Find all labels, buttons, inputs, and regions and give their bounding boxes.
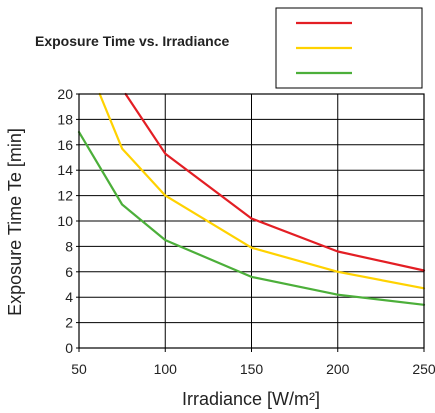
series-line-2 xyxy=(98,92,426,290)
y-tick-label: 20 xyxy=(57,86,73,102)
y-tick-label: 18 xyxy=(57,111,73,127)
y-tick-label: 8 xyxy=(65,238,73,254)
tick-labels: 0 2 4 6 8 10 12 14 16 18 20 50 100 150 200 250 xyxy=(57,86,435,377)
series-line-3 xyxy=(77,131,426,306)
x-axis-label: Irradiance [W/m²] xyxy=(182,389,320,409)
legend xyxy=(296,21,352,75)
y-axis-label: Exposure Time Te [min] xyxy=(5,128,25,316)
y-tick-label: 2 xyxy=(65,315,73,331)
y-tick-label: 4 xyxy=(65,289,73,305)
x-tick-label: 100 xyxy=(154,361,178,377)
y-tick-label: 0 xyxy=(65,340,73,356)
y-tick-label: 10 xyxy=(57,213,73,229)
y-tick-label: 16 xyxy=(57,137,73,153)
grid xyxy=(78,93,425,349)
x-tick-label: 250 xyxy=(412,361,435,377)
series-line-1 xyxy=(124,92,426,272)
chart-title: Exposure Time vs. Irradiance xyxy=(35,33,229,49)
series-layer xyxy=(77,92,426,306)
x-tick-label: 200 xyxy=(326,361,350,377)
x-tick-label: 50 xyxy=(71,361,87,377)
y-tick-label: 12 xyxy=(57,188,73,204)
y-tick-label: 14 xyxy=(57,162,73,178)
y-tick-label: 6 xyxy=(65,264,73,280)
x-tick-label: 150 xyxy=(240,361,264,377)
